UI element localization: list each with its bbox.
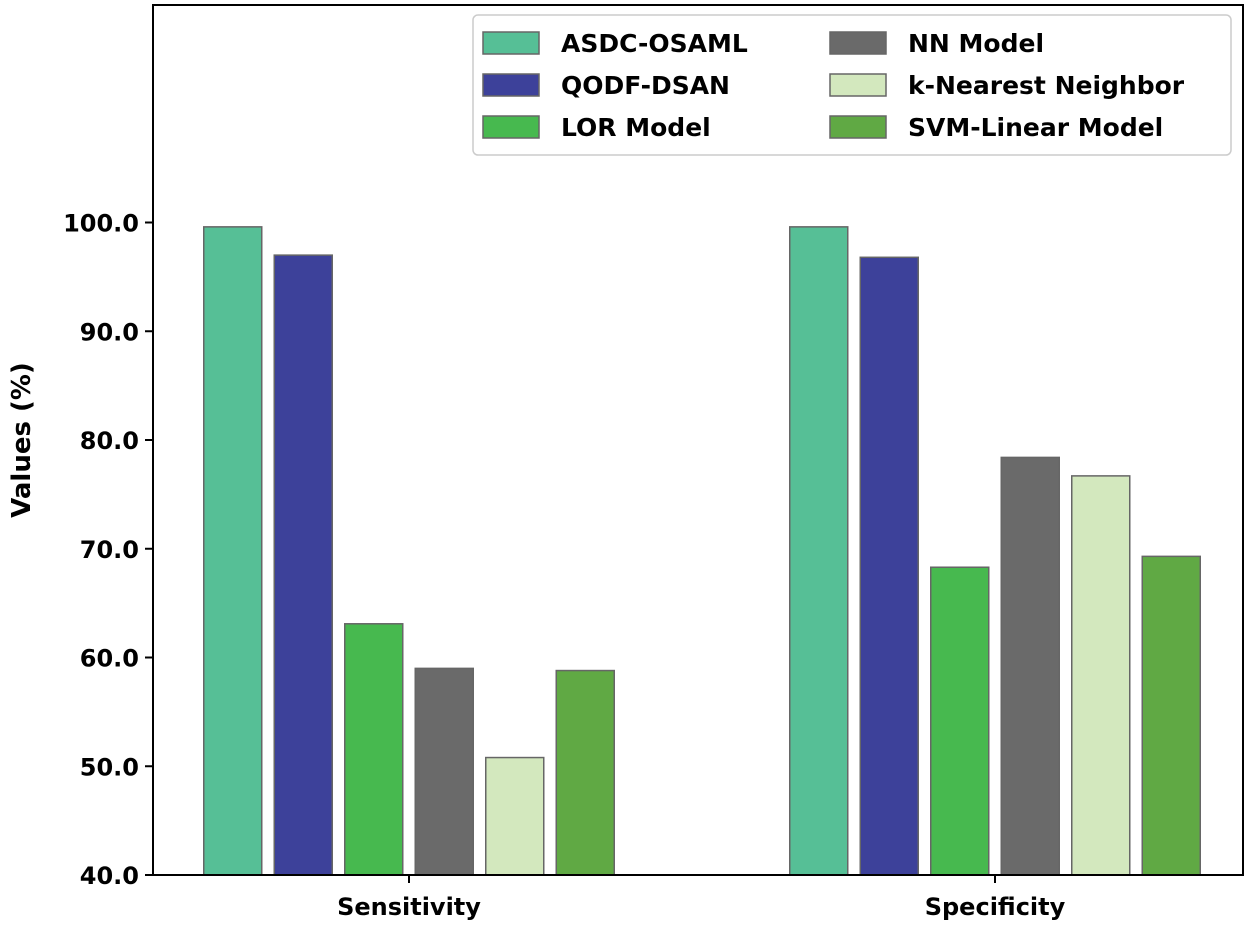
bar-nn-model-specificity bbox=[1000, 456, 1060, 876]
legend: ASDC-OSAML QODF-DSAN LOR Model NN Model k-Ne… bbox=[472, 14, 1232, 156]
y-tick-label: 90.0 bbox=[80, 318, 139, 346]
y-tick-label: 70.0 bbox=[80, 536, 139, 564]
legend-label-svm-linear-model: SVM-Linear Model bbox=[908, 113, 1163, 142]
x-tick-label-sensitivity: Sensitivity bbox=[337, 893, 481, 921]
y-tick-label: 80.0 bbox=[80, 427, 139, 455]
bar-lor-model-sensitivity bbox=[344, 623, 404, 876]
legend-label-nn-model: NN Model bbox=[908, 29, 1044, 58]
y-tick-label: 40.0 bbox=[80, 862, 139, 890]
legend-label-qodf-dsan: QODF-DSAN bbox=[561, 71, 730, 100]
x-tick-label-specificity: Specificity bbox=[925, 893, 1066, 921]
bar-qodf-dsan-sensitivity bbox=[273, 254, 333, 876]
legend-label-lor-model: LOR Model bbox=[561, 113, 711, 142]
legend-swatch-asdc-osaml bbox=[482, 31, 540, 55]
legend-swatch-k-nearest-neighbor bbox=[829, 73, 887, 97]
y-tick-label: 100.0 bbox=[63, 210, 139, 238]
y-tick-label: 60.0 bbox=[80, 645, 139, 673]
legend-swatch-lor-model bbox=[482, 115, 540, 139]
bar-asdc-osaml-specificity bbox=[789, 226, 849, 876]
bar-svm-linear-model-specificity bbox=[1141, 555, 1201, 876]
y-tick-label: 50.0 bbox=[80, 753, 139, 781]
y-axis: 40.0 50.0 60.0 70.0 80.0 90.0 100.0 bbox=[63, 210, 153, 890]
bar-asdc-osaml-sensitivity bbox=[203, 226, 263, 876]
bar-lor-model-specificity bbox=[930, 566, 990, 876]
bar-k-nearest-neighbor-sensitivity bbox=[485, 756, 545, 876]
bars-group bbox=[203, 226, 1201, 876]
bar-nn-model-sensitivity bbox=[414, 667, 474, 876]
bar-k-nearest-neighbor-specificity bbox=[1071, 475, 1131, 876]
x-axis: Sensitivity Specificity bbox=[337, 875, 1066, 921]
bar-qodf-dsan-specificity bbox=[859, 256, 919, 876]
legend-swatch-svm-linear-model bbox=[829, 115, 887, 139]
legend-swatch-nn-model bbox=[829, 31, 887, 55]
bar-svm-linear-model-sensitivity bbox=[555, 669, 615, 876]
legend-label-asdc-osaml: ASDC-OSAML bbox=[561, 29, 748, 58]
legend-swatch-qodf-dsan bbox=[482, 73, 540, 97]
y-axis-title: Values (%) bbox=[7, 362, 37, 518]
legend-label-k-nearest-neighbor: k-Nearest Neighbor bbox=[908, 71, 1185, 100]
